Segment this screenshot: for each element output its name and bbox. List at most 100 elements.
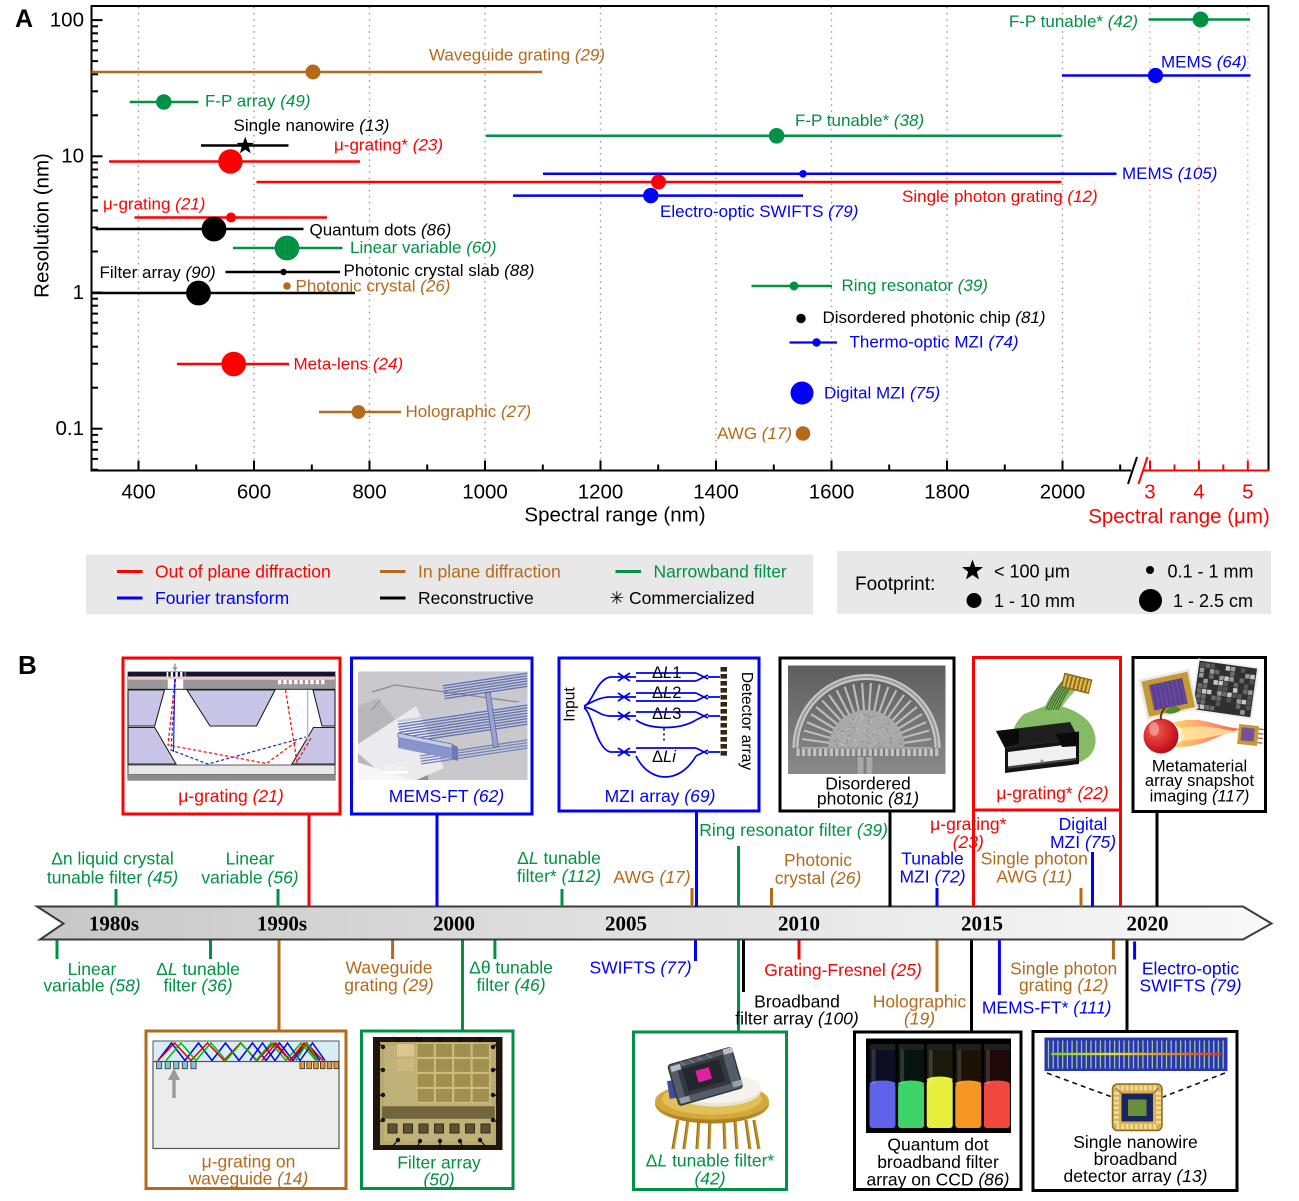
svg-text:variable (58): variable (58) bbox=[43, 976, 140, 996]
svg-text:Holographic: Holographic bbox=[873, 992, 967, 1012]
svg-text:Electro-optic SWIFTS (79): Electro-optic SWIFTS (79) bbox=[660, 202, 858, 221]
svg-text:μ-grating (21): μ-grating (21) bbox=[103, 195, 205, 214]
svg-text:detector array (13): detector array (13) bbox=[1064, 1166, 1208, 1186]
svg-text:Ring resonator (39): Ring resonator (39) bbox=[842, 276, 988, 295]
svg-text:Linear: Linear bbox=[226, 849, 275, 869]
svg-text:imaging (117): imaging (117) bbox=[1150, 788, 1250, 806]
svg-text:F-P array (49): F-P array (49) bbox=[205, 92, 311, 111]
svg-text:1990s: 1990s bbox=[257, 912, 307, 936]
svg-text:waveguide (14): waveguide (14) bbox=[188, 1169, 309, 1189]
svg-text:AWG (11): AWG (11) bbox=[996, 867, 1072, 887]
svg-text:grating (29): grating (29) bbox=[344, 975, 434, 995]
svg-text:Single nanowire: Single nanowire bbox=[1073, 1132, 1198, 1152]
svg-text:1980s: 1980s bbox=[89, 912, 139, 936]
svg-text:Meta-lens (24): Meta-lens (24) bbox=[294, 355, 404, 374]
svg-text:Disordered photonic chip (81): Disordered photonic chip (81) bbox=[823, 308, 1046, 327]
svg-text:Spectral range (μm): Spectral range (μm) bbox=[1088, 505, 1270, 528]
svg-text:array snapshot: array snapshot bbox=[1145, 772, 1255, 790]
svg-text:Resolution (nm): Resolution (nm) bbox=[31, 153, 54, 298]
svg-text:Reconstructive: Reconstructive bbox=[418, 588, 534, 608]
svg-text:Single photon: Single photon bbox=[1010, 959, 1117, 979]
svg-text:Electro-optic: Electro-optic bbox=[1142, 959, 1240, 979]
svg-text:5: 5 bbox=[1242, 481, 1253, 504]
svg-text:Single photon grating (12): Single photon grating (12) bbox=[902, 187, 1098, 206]
svg-text:In plane diffraction: In plane diffraction bbox=[418, 562, 561, 582]
svg-text:Metamaterial: Metamaterial bbox=[1152, 758, 1247, 776]
svg-text:tunable filter (45): tunable filter (45) bbox=[47, 868, 178, 888]
svg-text:filter* (112): filter* (112) bbox=[517, 866, 601, 886]
svg-text:SWIFTS (79): SWIFTS (79) bbox=[1139, 976, 1241, 996]
svg-text:μ-grating*: μ-grating* bbox=[930, 814, 1006, 834]
svg-text:2020: 2020 bbox=[1127, 912, 1169, 936]
svg-text:Δθ tunable: Δθ tunable bbox=[469, 958, 553, 978]
svg-text:3: 3 bbox=[1144, 481, 1155, 504]
svg-text:MEMS (105): MEMS (105) bbox=[1122, 164, 1217, 183]
svg-text:2000: 2000 bbox=[433, 912, 475, 936]
svg-text:✳ Commercialized: ✳ Commercialized bbox=[610, 588, 755, 608]
svg-text:1800: 1800 bbox=[924, 481, 970, 504]
svg-text:variable (56): variable (56) bbox=[201, 868, 298, 888]
svg-text:2010: 2010 bbox=[778, 912, 820, 936]
svg-text:MEMS-FT* (111): MEMS-FT* (111) bbox=[982, 998, 1112, 1018]
svg-text:100: 100 bbox=[50, 8, 84, 31]
svg-text:Linear variable (60): Linear variable (60) bbox=[350, 238, 496, 257]
svg-text:Grating-Fresnel (25): Grating-Fresnel (25) bbox=[764, 960, 922, 980]
svg-text:B: B bbox=[18, 650, 37, 680]
svg-text:broadband: broadband bbox=[1094, 1149, 1178, 1169]
svg-text:< 100 μm: < 100 μm bbox=[994, 562, 1070, 582]
svg-text:grating (12): grating (12) bbox=[1019, 975, 1109, 995]
svg-text:Δn liquid crystal: Δn liquid crystal bbox=[51, 849, 174, 869]
svg-text:(50): (50) bbox=[423, 1170, 454, 1190]
svg-text:(42): (42) bbox=[694, 1169, 725, 1189]
svg-text:800: 800 bbox=[352, 481, 386, 504]
svg-text:filter (46): filter (46) bbox=[476, 975, 545, 995]
svg-text:4: 4 bbox=[1193, 481, 1204, 504]
svg-text:Quantum dots (86): Quantum dots (86) bbox=[310, 221, 452, 240]
svg-text:MEMS-FT (62): MEMS-FT (62) bbox=[389, 786, 504, 806]
svg-text:ΔLi: ΔLi bbox=[652, 748, 677, 766]
svg-text:μ-grating on: μ-grating on bbox=[202, 1152, 296, 1172]
svg-text:ΔL1: ΔL1 bbox=[652, 664, 681, 682]
svg-text:400: 400 bbox=[121, 481, 155, 504]
svg-text:μ-grating* (22): μ-grating* (22) bbox=[996, 783, 1108, 803]
svg-text:0.1 - 1 mm: 0.1 - 1 mm bbox=[1168, 562, 1254, 582]
svg-text:0.1: 0.1 bbox=[56, 417, 85, 440]
svg-text:ΔL tunable: ΔL tunable bbox=[156, 959, 240, 979]
svg-text:SWIFTS (77): SWIFTS (77) bbox=[589, 958, 691, 978]
svg-text:Quantum dot: Quantum dot bbox=[887, 1135, 988, 1155]
svg-text:Waveguide grating (29): Waveguide grating (29) bbox=[429, 46, 605, 65]
svg-text:μ-grating (21): μ-grating (21) bbox=[178, 786, 283, 806]
svg-text:ΔL tunable: ΔL tunable bbox=[517, 848, 601, 868]
svg-text:2000: 2000 bbox=[1040, 481, 1086, 504]
svg-text:1: 1 bbox=[73, 281, 84, 304]
svg-text:Broadband: Broadband bbox=[754, 992, 840, 1012]
svg-text:Narrowband filter: Narrowband filter bbox=[654, 562, 787, 582]
svg-text:1200: 1200 bbox=[578, 481, 624, 504]
svg-text:ΔL2: ΔL2 bbox=[652, 684, 681, 702]
svg-text:MZI array (69): MZI array (69) bbox=[605, 786, 716, 806]
svg-text:μ-grating* (23): μ-grating* (23) bbox=[334, 136, 443, 155]
svg-text:10: 10 bbox=[61, 145, 84, 168]
svg-text:(23): (23) bbox=[953, 832, 984, 852]
svg-text:AWG (17): AWG (17) bbox=[613, 867, 690, 887]
svg-text:crystal (26): crystal (26) bbox=[775, 868, 862, 888]
svg-text:MZI (72): MZI (72) bbox=[899, 867, 965, 887]
svg-text:Input: Input bbox=[562, 687, 579, 722]
svg-text:Detector array: Detector array bbox=[738, 672, 755, 770]
svg-text:photonic (81): photonic (81) bbox=[817, 789, 919, 809]
svg-text:600: 600 bbox=[237, 481, 271, 504]
svg-text:(19): (19) bbox=[904, 1009, 935, 1029]
svg-text:Filter array: Filter array bbox=[397, 1153, 481, 1173]
svg-text:Filter array (90): Filter array (90) bbox=[100, 263, 216, 282]
svg-text:MZI (75): MZI (75) bbox=[1050, 832, 1116, 852]
svg-text:2005: 2005 bbox=[605, 912, 647, 936]
svg-text:Photonic crystal (26): Photonic crystal (26) bbox=[296, 277, 451, 296]
svg-text:Disordered: Disordered bbox=[825, 774, 911, 794]
svg-text:200 μm: 200 μm bbox=[384, 765, 406, 772]
svg-text:Holographic (27): Holographic (27) bbox=[406, 402, 532, 421]
svg-text:Footprint:: Footprint: bbox=[855, 574, 935, 595]
svg-text:Digital MZI (75): Digital MZI (75) bbox=[824, 384, 940, 403]
svg-text:⋮: ⋮ bbox=[657, 726, 672, 743]
svg-text:F-P tunable* (42): F-P tunable* (42) bbox=[1009, 12, 1138, 31]
svg-text:Photonic: Photonic bbox=[784, 850, 852, 870]
